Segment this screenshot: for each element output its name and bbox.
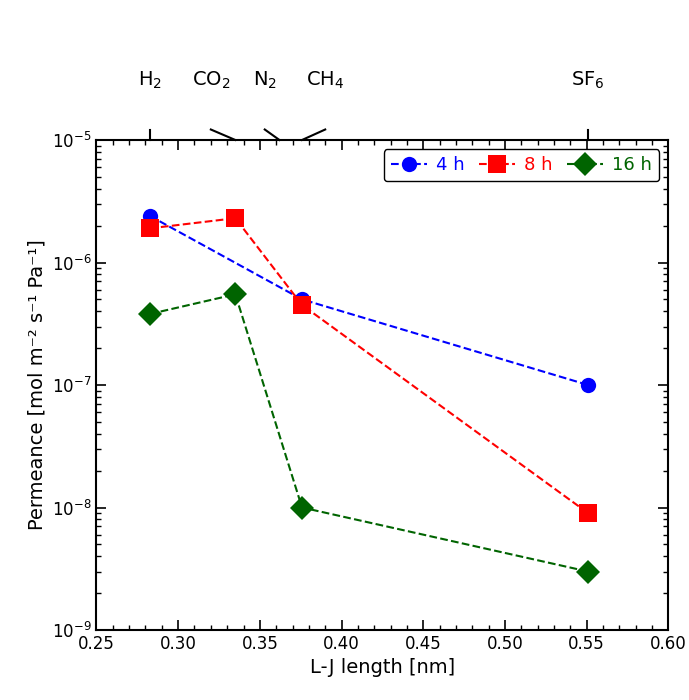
Line: 16 h: 16 h <box>141 286 597 580</box>
Legend: 4 h, 8 h, 16 h: 4 h, 8 h, 16 h <box>384 149 659 181</box>
Text: SF$_6$: SF$_6$ <box>571 70 605 91</box>
4 h <box>584 381 593 389</box>
4 h <box>146 211 154 220</box>
8 h <box>146 224 154 232</box>
Text: CH$_4$: CH$_4$ <box>306 70 344 91</box>
8 h <box>584 509 593 517</box>
Text: N$_2$: N$_2$ <box>253 70 277 91</box>
Line: 4 h: 4 h <box>142 209 596 393</box>
8 h <box>298 301 306 309</box>
X-axis label: L-J length [nm]: L-J length [nm] <box>310 659 455 678</box>
Line: 8 h: 8 h <box>141 209 597 522</box>
Text: H$_2$: H$_2$ <box>138 70 162 91</box>
Text: CO$_2$: CO$_2$ <box>192 70 230 91</box>
16 h <box>232 290 240 298</box>
16 h <box>298 503 306 512</box>
16 h <box>584 568 593 576</box>
16 h <box>146 310 154 319</box>
Y-axis label: Permeance [mol m⁻² s⁻¹ Pa⁻¹]: Permeance [mol m⁻² s⁻¹ Pa⁻¹] <box>28 239 46 531</box>
4 h <box>298 295 306 304</box>
8 h <box>232 214 240 223</box>
